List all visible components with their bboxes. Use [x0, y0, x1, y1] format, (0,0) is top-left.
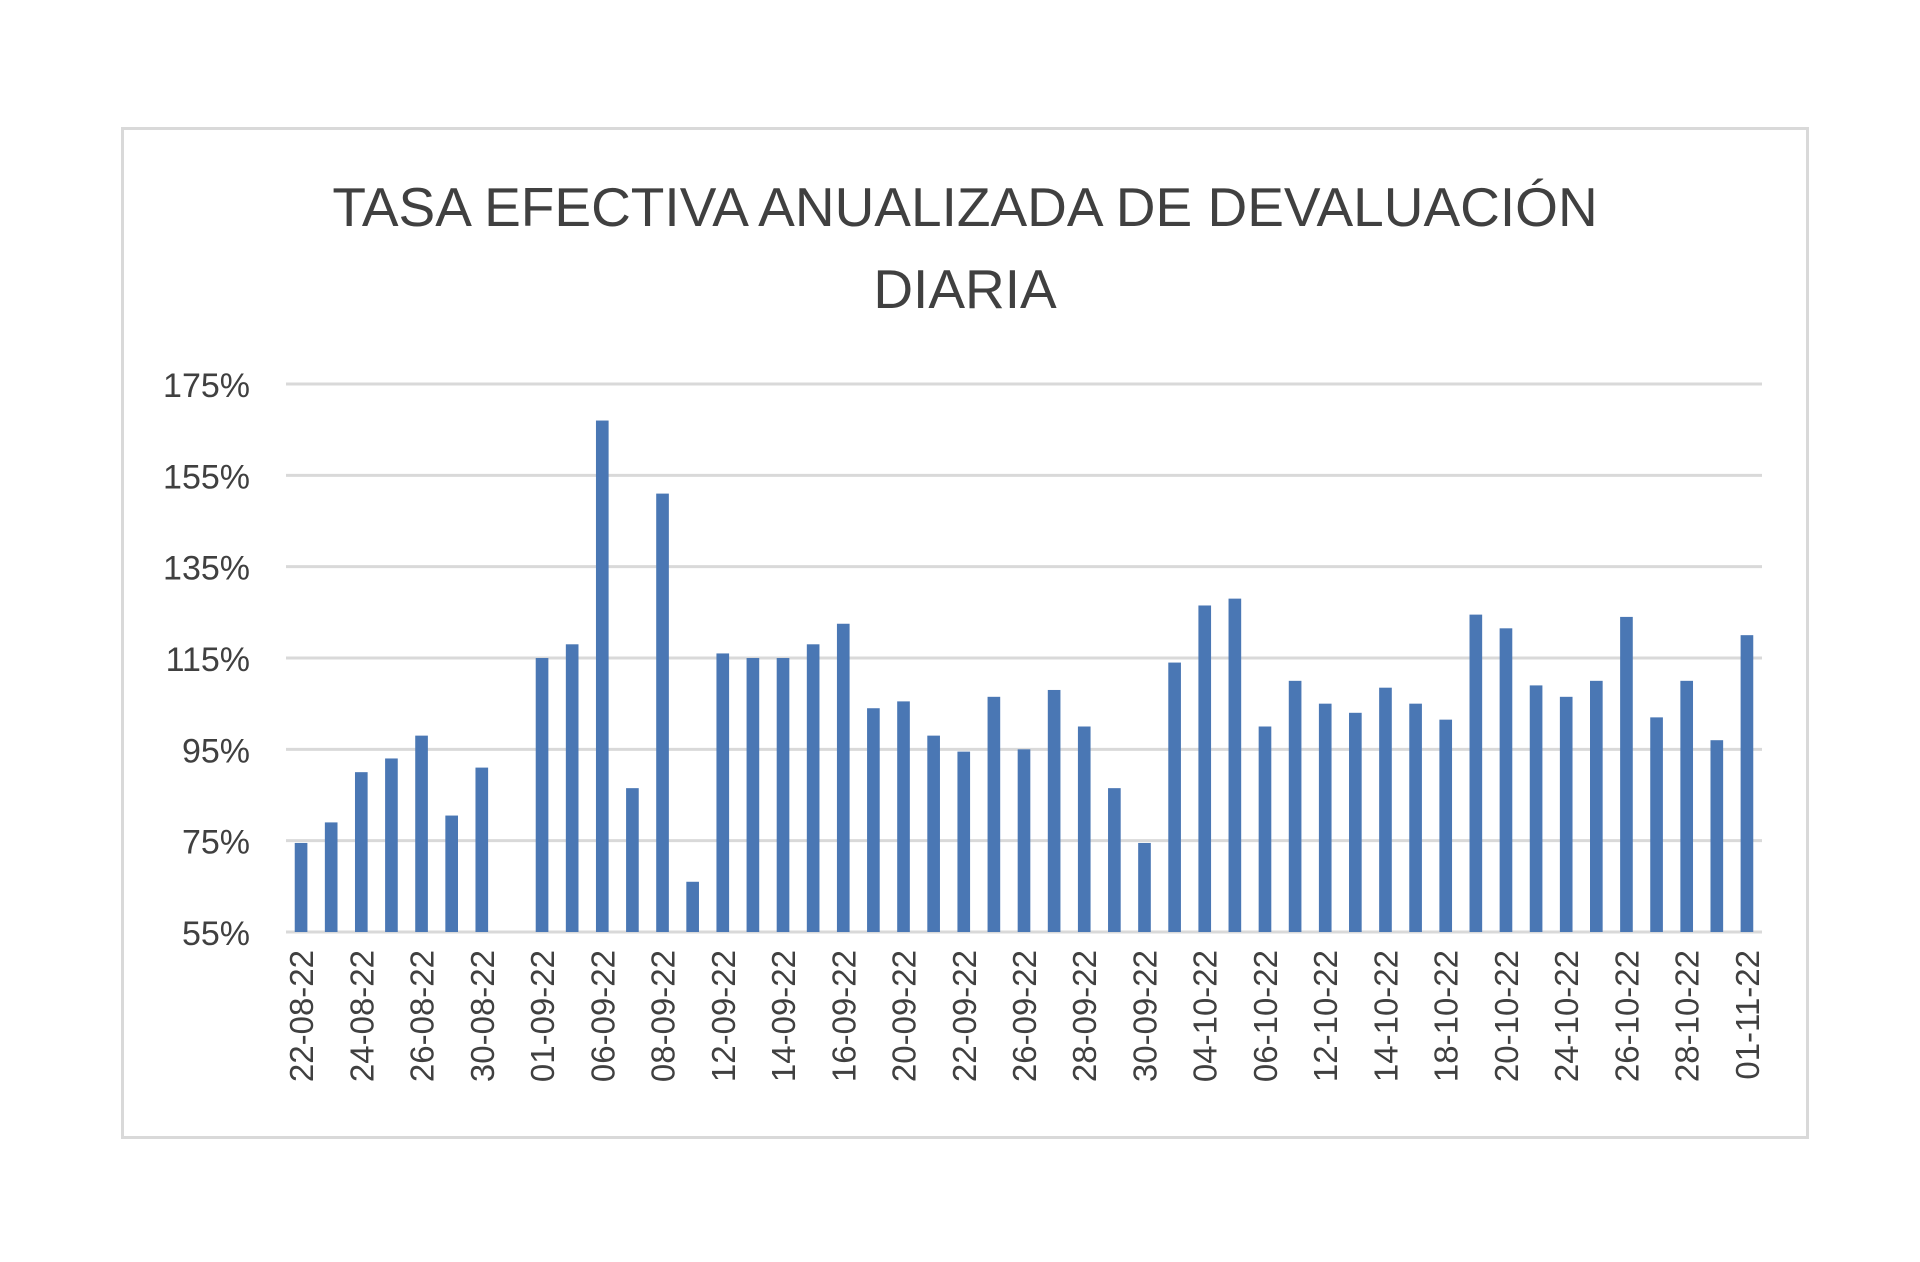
x-tick-label: 22-09-22: [946, 950, 983, 1082]
x-tick-label: 30-08-22: [464, 950, 501, 1082]
bar: [1168, 662, 1181, 932]
x-tick-label: 30-09-22: [1126, 950, 1163, 1082]
bar: [1349, 712, 1362, 932]
bar: [1138, 842, 1151, 932]
bar: [324, 822, 338, 932]
bar: [1650, 717, 1663, 932]
x-tick-label: 20-09-22: [886, 950, 923, 1082]
bar: [836, 623, 850, 932]
bar: [867, 708, 880, 932]
x-tick-label: 08-09-22: [645, 950, 682, 1082]
bar: [475, 767, 489, 932]
y-tick-label: 95%: [182, 732, 250, 770]
bar: [535, 658, 549, 932]
chart-title-line-1: TASA EFECTIVA ANUALIZADA DE DEVALUACIÓN: [332, 176, 1598, 238]
chart-title-line-2: DIARIA: [873, 258, 1057, 320]
bar: [595, 420, 609, 932]
y-tick-label: 75%: [182, 824, 250, 862]
x-tick-label: 06-09-22: [584, 950, 621, 1082]
x-tick-label: 06-10-22: [1247, 950, 1284, 1082]
chart-frame: [121, 127, 1809, 1139]
bar: [385, 758, 398, 932]
bar: [1409, 703, 1422, 932]
x-tick-label: 16-09-22: [825, 950, 862, 1082]
bar: [1680, 680, 1694, 932]
x-tick-label: 12-09-22: [705, 950, 742, 1082]
x-tick-label: 24-08-22: [343, 950, 380, 1082]
bar: [897, 701, 910, 932]
x-tick-label: 14-10-22: [1367, 950, 1404, 1082]
y-tick-label: 115%: [166, 641, 250, 679]
bar: [294, 842, 308, 932]
x-tick-label: 01-09-22: [524, 950, 561, 1082]
chart-title: TASA EFECTIVA ANUALIZADA DE DEVALUACIÓN …: [121, 166, 1809, 330]
x-tick-label: 26-08-22: [404, 950, 441, 1082]
bar: [656, 493, 669, 932]
bar: [1288, 680, 1302, 932]
bar: [415, 735, 428, 932]
bar: [746, 658, 760, 932]
bar: [1318, 703, 1332, 932]
x-tick-label: 12-10-22: [1307, 950, 1344, 1082]
bar: [1228, 598, 1242, 932]
bar: [987, 696, 1001, 932]
bar: [1590, 680, 1603, 932]
bar: [716, 653, 730, 932]
x-tick-label: 24-10-22: [1548, 950, 1585, 1082]
x-tick-label: 26-10-22: [1608, 950, 1645, 1082]
bar: [1499, 628, 1513, 932]
x-tick-label: 28-09-22: [1066, 950, 1103, 1082]
bar: [1047, 689, 1061, 932]
y-axis-ticks: 55% 75% 95% 115% 135% 155% 175%: [163, 367, 250, 953]
bar: [1559, 696, 1573, 932]
bar: [1379, 687, 1392, 932]
bar: [1620, 616, 1633, 932]
x-tick-label: 18-10-22: [1428, 950, 1465, 1082]
bar: [565, 644, 579, 932]
y-tick-label: 175%: [163, 367, 250, 405]
y-tick-label: 155%: [163, 458, 250, 496]
bar: [1258, 726, 1272, 932]
bar: [1077, 726, 1091, 932]
bar: [445, 815, 458, 932]
x-tick-label: 20-10-22: [1488, 950, 1525, 1082]
bar: [1740, 635, 1754, 932]
bar: [626, 788, 639, 932]
bar: [1529, 685, 1543, 932]
bar: [1198, 605, 1212, 932]
y-tick-label: 55%: [182, 915, 250, 953]
x-tick-label: 26-09-22: [1006, 950, 1043, 1082]
bar: [927, 735, 940, 932]
bar: [806, 644, 820, 932]
bar: [1439, 719, 1453, 932]
x-tick-label: 22-08-22: [283, 950, 320, 1082]
bar: [1710, 740, 1724, 932]
bar: [686, 881, 699, 932]
bar: [776, 658, 790, 932]
bar: [1017, 749, 1031, 932]
x-tick-label: 04-10-22: [1187, 950, 1224, 1082]
bar: [1108, 788, 1121, 932]
bars: [294, 420, 1754, 932]
bar: [354, 772, 368, 932]
x-tick-label: 28-10-22: [1669, 950, 1706, 1082]
y-tick-label: 135%: [163, 550, 250, 588]
bar: [1469, 614, 1483, 932]
x-tick-label: 14-09-22: [765, 950, 802, 1082]
x-tick-label: 01-11-22: [1729, 950, 1766, 1080]
bar: [957, 751, 971, 932]
x-axis-ticks: 22-08-22 24-08-22 26-08-22 30-08-22 01-09-22…: [283, 950, 1766, 1082]
